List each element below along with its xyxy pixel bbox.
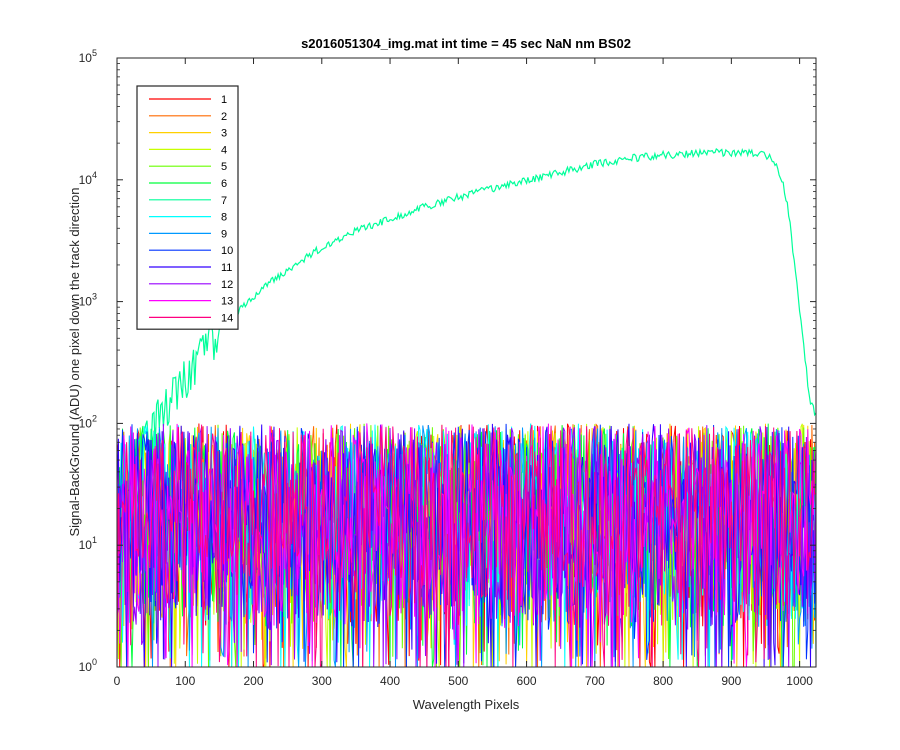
legend-label-1: 1 <box>221 94 227 106</box>
legend-label-10: 10 <box>221 245 233 257</box>
legend-label-12: 12 <box>221 279 233 291</box>
legend-box <box>136 85 239 330</box>
series-line-14 <box>117 424 816 667</box>
legend-label-6: 6 <box>221 178 227 190</box>
legend-label-7: 7 <box>221 195 227 207</box>
legend-label-8: 8 <box>221 212 227 224</box>
x-tick-label: 100 <box>175 674 195 688</box>
legend-label-14: 14 <box>221 312 233 324</box>
x-tick-label: 800 <box>653 674 673 688</box>
x-tick-label: 200 <box>244 674 264 688</box>
x-tick-label: 300 <box>312 674 332 688</box>
legend-label-2: 2 <box>221 111 227 123</box>
axes-box <box>116 57 817 668</box>
x-tick-label: 700 <box>585 674 605 688</box>
y-axis-label: Signal-BackGround (ADU) one pixel down t… <box>67 187 82 536</box>
x-tick-label: 900 <box>721 674 741 688</box>
x-tick-label: 600 <box>517 674 537 688</box>
series-layer <box>117 147 816 667</box>
legend-label-13: 13 <box>221 296 233 308</box>
legend-label-9: 9 <box>221 228 227 240</box>
legend-label-11: 11 <box>221 262 232 274</box>
series-line-6 <box>117 423 816 667</box>
x-tick-label: 500 <box>448 674 468 688</box>
legend-label-5: 5 <box>221 161 227 173</box>
x-tick-label: 1000 <box>786 674 813 688</box>
x-tick-label: 0 <box>114 674 121 688</box>
legend-label-4: 4 <box>221 144 227 156</box>
legend-label-3: 3 <box>221 128 227 140</box>
chart-title: s2016051304_img.mat int time = 45 sec Na… <box>301 36 631 51</box>
x-axis-label: Wavelength Pixels <box>413 697 520 712</box>
x-tick-label: 400 <box>380 674 400 688</box>
x-axis: 0 100 200 300 400 500 600 700 800 900 1000 <box>114 58 813 688</box>
